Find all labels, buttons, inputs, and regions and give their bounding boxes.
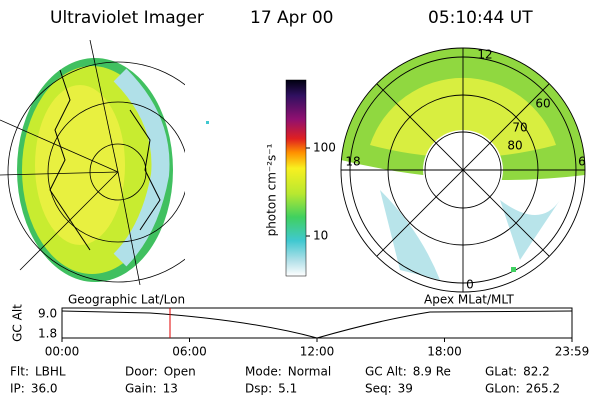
timeline-x-label: 00:00	[45, 345, 80, 359]
altitude-curve	[61, 310, 573, 339]
time: 05:10:44 UT	[428, 8, 533, 28]
field-value: LBHL	[35, 365, 66, 379]
lat-label: 70	[512, 121, 527, 135]
field-value: 36.0	[31, 382, 58, 396]
timeline-y-label: 9.0	[38, 307, 57, 321]
colorbar-tick: 100	[313, 141, 336, 155]
field-label: Dsp:	[245, 382, 272, 396]
field-label: GC Alt:	[365, 365, 407, 379]
field-label: Seq:	[365, 382, 392, 396]
field-label: Door:	[125, 365, 158, 379]
timeline-y-label: 1.8	[38, 327, 57, 341]
field-label: Flt:	[10, 365, 29, 379]
timeline-x-label: 06:00	[172, 345, 207, 359]
timeline-x-label: 12:00	[300, 345, 335, 359]
field-label: GLon:	[485, 382, 520, 396]
field-value: 82.2	[523, 365, 550, 379]
timeline-axis-label: GC Alt	[11, 304, 25, 342]
field-value: 5.1	[278, 382, 297, 396]
timeline-x-label: 23:59	[555, 345, 590, 359]
lat-label: 60	[535, 97, 550, 111]
lat-label: 80	[507, 139, 522, 153]
colorbar-tick: 10	[313, 229, 328, 243]
field-label: Gain:	[125, 382, 157, 396]
field-value: Open	[164, 365, 196, 379]
timeline-x-label: 18:00	[427, 345, 462, 359]
mlt-label: 18	[345, 155, 360, 169]
right-caption: Apex MLat/MLT	[424, 293, 514, 307]
field-value: 265.2	[526, 382, 560, 396]
field-label: GLat:	[485, 365, 517, 379]
left-caption: Geographic Lat/Lon	[68, 293, 185, 307]
field-value: Normal	[288, 365, 331, 379]
mlt-label: 12	[477, 48, 492, 62]
title: Ultraviolet Imager	[50, 8, 204, 28]
geo-image	[0, 40, 185, 285]
colorbar-label: photon cm⁻²s⁻¹	[265, 143, 279, 236]
field-value: 13	[163, 382, 178, 396]
mlt-label: 0	[466, 278, 474, 292]
colorbar	[285, 79, 307, 277]
field-value: 39	[398, 382, 413, 396]
field-label: IP:	[10, 382, 25, 396]
field-label: Mode:	[245, 365, 282, 379]
mlt-label: 6	[578, 155, 586, 169]
date: 17 Apr 00	[250, 8, 333, 28]
field-value: 8.9 Re	[413, 365, 451, 379]
